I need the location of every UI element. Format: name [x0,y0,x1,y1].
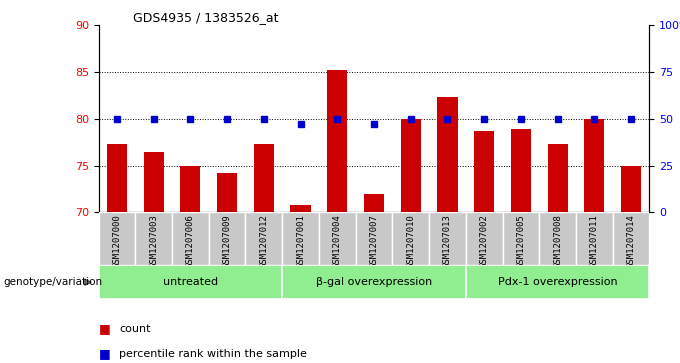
Bar [621,166,641,212]
Bar [613,212,649,265]
Bar [327,70,347,212]
Bar [547,144,568,212]
Bar [511,129,531,212]
Bar [503,212,539,265]
Bar [282,265,466,299]
Bar [356,212,392,265]
Text: ■: ■ [99,347,114,360]
Text: GSM1207002: GSM1207002 [479,214,489,268]
Bar [217,173,237,212]
Bar [364,194,384,212]
Text: GSM1207004: GSM1207004 [333,214,342,268]
Bar [107,144,127,212]
Text: GSM1207010: GSM1207010 [406,214,415,268]
Bar [319,212,356,265]
Text: GSM1207009: GSM1207009 [222,214,232,268]
Text: GSM1207013: GSM1207013 [443,214,452,268]
Bar [392,212,429,265]
Text: GSM1207000: GSM1207000 [112,214,122,268]
Bar [180,166,201,212]
Text: GSM1207001: GSM1207001 [296,214,305,268]
Bar [209,212,245,265]
Text: GSM1207005: GSM1207005 [516,214,526,268]
Bar [254,144,274,212]
Text: GSM1207012: GSM1207012 [259,214,269,268]
Bar [135,212,172,265]
Bar [429,212,466,265]
Bar [290,205,311,212]
Text: GSM1207011: GSM1207011 [590,214,599,268]
Text: Pdx-1 overexpression: Pdx-1 overexpression [498,277,617,287]
Bar [143,152,164,212]
Text: count: count [119,323,150,334]
Text: GSM1207008: GSM1207008 [553,214,562,268]
Text: GDS4935 / 1383526_at: GDS4935 / 1383526_at [133,11,278,24]
Text: GSM1207003: GSM1207003 [149,214,158,268]
Bar [172,212,209,265]
Bar [466,212,503,265]
Bar [584,119,605,212]
Bar [466,265,649,299]
Bar [474,131,494,212]
Text: untreated: untreated [163,277,218,287]
Text: genotype/variation: genotype/variation [3,277,103,287]
Bar [99,212,135,265]
Text: GSM1207014: GSM1207014 [626,214,636,268]
Bar [437,97,458,212]
Bar [576,212,613,265]
Text: β-gal overexpression: β-gal overexpression [316,277,432,287]
Text: GSM1207006: GSM1207006 [186,214,195,268]
Bar [99,265,282,299]
Bar [245,212,282,265]
Bar [539,212,576,265]
Bar [401,119,421,212]
Text: GSM1207007: GSM1207007 [369,214,379,268]
Text: ■: ■ [99,322,114,335]
Bar [282,212,319,265]
Text: percentile rank within the sample: percentile rank within the sample [119,349,307,359]
